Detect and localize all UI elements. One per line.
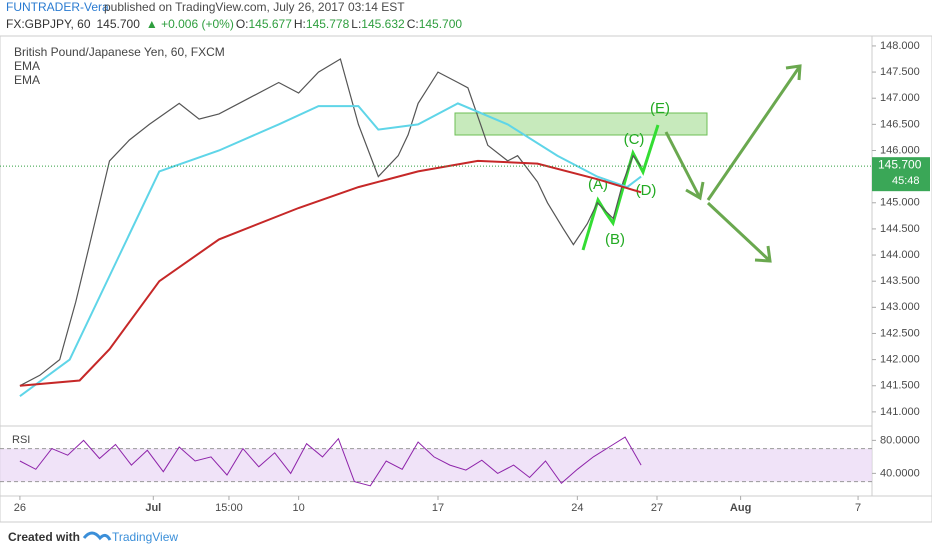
arrow-head xyxy=(754,245,772,263)
last-price-label: 145.700 xyxy=(878,157,922,171)
arrow-head xyxy=(685,181,705,201)
wave-label: (E) xyxy=(650,100,670,117)
x-tick-label: 24 xyxy=(571,502,583,514)
y-tick-label: 143.500 xyxy=(880,275,920,287)
y-tick-label: 147.500 xyxy=(880,66,920,78)
x-tick-label: 10 xyxy=(293,502,305,514)
wave-label: (D) xyxy=(636,182,657,199)
y-tick-label: 145.000 xyxy=(880,197,920,209)
resistance-zone xyxy=(454,112,708,136)
y-tick-label: 141.500 xyxy=(880,380,920,392)
legend-entry: EMA xyxy=(14,59,40,73)
arrow xyxy=(706,201,772,263)
brand[interactable]: TradingView xyxy=(112,530,178,544)
published: published on TradingView.com, July 26, 2… xyxy=(104,0,405,14)
legend-entry: British Pound/Japanese Yen, 60, FXCM xyxy=(14,45,225,59)
wave-label: (C) xyxy=(624,131,645,148)
y-tick-label: 142.000 xyxy=(880,354,920,366)
wave-label: (B) xyxy=(605,231,625,248)
wave-labels: (A) (B) (C) (D) (E) xyxy=(588,100,670,248)
header-text: FX:GBPJPY, 60 xyxy=(6,17,91,31)
arrow xyxy=(664,131,702,199)
wave-path xyxy=(581,124,660,251)
header-text: 145.700 xyxy=(419,17,463,31)
arrow-head xyxy=(785,64,802,81)
series-line xyxy=(19,58,642,387)
x-tick-label: 17 xyxy=(432,502,444,514)
y-tick-label: 144.000 xyxy=(880,249,920,261)
arrow xyxy=(706,65,802,201)
y-tick-label: 147.000 xyxy=(880,92,920,104)
header-text: C: xyxy=(407,17,419,31)
header-text: O: xyxy=(236,17,249,31)
y-tick-label: 146.000 xyxy=(880,144,920,156)
legend-entry: EMA xyxy=(14,73,40,87)
y-tick-label: 144.500 xyxy=(880,223,920,235)
series-line xyxy=(19,102,642,398)
created-with: Created with xyxy=(8,530,80,544)
x-tick-label: Aug xyxy=(730,502,751,514)
projection-arrows xyxy=(664,64,802,263)
y-tick-label: 143.000 xyxy=(880,301,920,313)
header-text: 145.700 xyxy=(97,17,141,31)
y-tick-label: 148.000 xyxy=(880,40,920,52)
author[interactable]: FUNTRADER-Vera xyxy=(6,0,109,14)
header-text: ▲ +0.006 (+0%) xyxy=(146,17,234,31)
series-line xyxy=(19,159,642,387)
countdown: 45:48 xyxy=(892,175,920,187)
x-tick-label: 15:00 xyxy=(215,502,243,514)
last-price-box xyxy=(872,157,930,192)
chart-frame xyxy=(0,35,932,523)
series-line xyxy=(19,436,642,487)
header-text: L: xyxy=(351,17,361,31)
rsi-band xyxy=(0,448,872,482)
rsi-title: RSI xyxy=(12,434,30,446)
x-tick-label: 7 xyxy=(855,502,861,514)
header-text: 145.778 xyxy=(306,17,350,31)
y-tick-label: 146.500 xyxy=(880,118,920,130)
header-text: 145.677 xyxy=(249,17,293,31)
x-tick-label: Jul xyxy=(145,502,161,514)
symbol-line: FX:GBPJPY, 60 145.700 ▲ +0.006 (+0%) O: 145.… xyxy=(6,17,462,31)
header-text: H: xyxy=(294,17,306,31)
header-text: 145.632 xyxy=(361,17,405,31)
y-tick-label: 142.500 xyxy=(880,327,920,339)
rsi-y-tick-label: 40.0000 xyxy=(880,467,920,479)
y-tick-label: 141.000 xyxy=(880,406,920,418)
logo xyxy=(82,531,112,541)
rsi-y-tick-label: 80.0000 xyxy=(880,434,920,446)
x-tick-label: 26 xyxy=(14,502,26,514)
x-tick-label: 27 xyxy=(651,502,663,514)
